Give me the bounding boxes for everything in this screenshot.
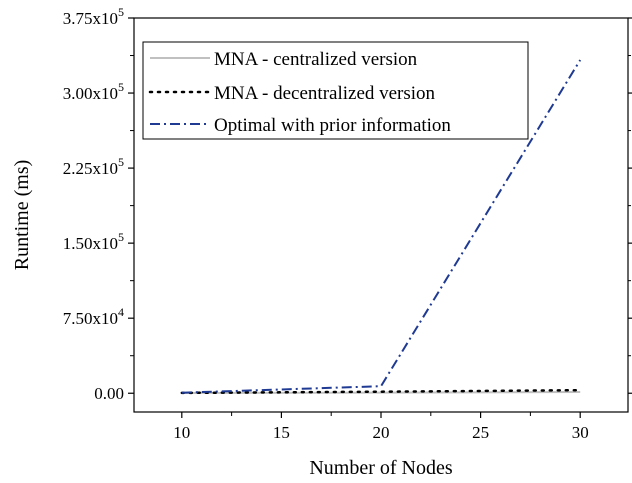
series-line-optimal (181, 59, 582, 394)
x-tick-label: 30 (572, 423, 589, 442)
y-tick-label: 3.75x105 (63, 5, 124, 28)
y-tick-label: 3.00x105 (63, 80, 124, 103)
y-tick-label: 7.50x104 (63, 305, 124, 328)
x-tick-label: 20 (373, 423, 390, 442)
x-axis-title: Number of Nodes (309, 457, 453, 479)
x-tick-label: 25 (472, 423, 489, 442)
legend-label-decentralized: MNA - decentralized version (214, 83, 436, 104)
y-axis-title: Runtime (ms) (11, 160, 33, 271)
plot-series (180, 59, 582, 395)
axis-ticks: 10 15 20 25 30 0.00 7.50x104 1.50x105 2.25x105 3.… (63, 5, 632, 442)
x-tick-label: 10 (173, 423, 190, 442)
legend-label-centralized: MNA - centralized version (214, 49, 418, 70)
legend: MNA - centralized version MNA - decentra… (142, 41, 529, 140)
plot-frame (133, 17, 629, 413)
legend-label-optimal: Optimal with prior information (214, 115, 451, 136)
x-tick-label: 15 (273, 423, 290, 442)
y-tick-label: 2.25x105 (63, 155, 124, 178)
y-tick-label: 1.50x105 (63, 230, 124, 253)
series-line-decentralized (180, 388, 582, 395)
y-tick-label: 0.00 (94, 384, 124, 403)
